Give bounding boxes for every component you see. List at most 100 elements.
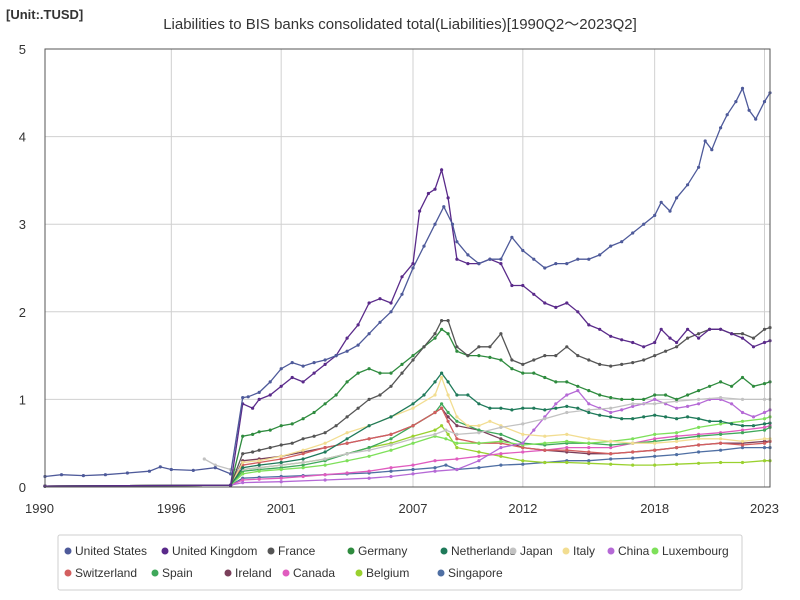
data-point [576,257,580,261]
data-point [675,340,679,345]
data-point [411,424,415,428]
data-point [246,395,250,399]
data-point [587,402,591,406]
data-point [477,431,481,435]
data-point [411,402,415,406]
data-point [653,397,657,401]
data-point [103,473,107,477]
data-point [440,168,444,172]
data-point [433,428,437,432]
data-point [659,327,663,331]
data-point [290,375,294,380]
data-point [455,457,459,461]
data-point [565,345,569,349]
data-point [521,406,525,410]
data-point [740,446,745,450]
data-point [323,457,327,461]
data-point [576,406,580,410]
data-point [499,454,503,458]
data-point [499,452,503,456]
data-point [631,404,635,408]
data-point [389,474,393,479]
legend-swatch [509,547,517,555]
data-point [554,262,558,266]
data-point [433,187,437,191]
data-point [664,415,668,419]
data-point [334,393,338,397]
data-point [754,117,758,121]
data-point [762,397,767,401]
data-point [609,364,613,368]
data-point [587,323,591,327]
data-point [367,424,371,428]
legend-label: Luxembourg [662,544,729,558]
data-point [440,319,444,323]
data-point [241,452,245,456]
data-point [367,476,371,480]
data-point [411,358,415,362]
data-point [191,468,195,472]
data-point [686,393,690,397]
data-point [609,410,613,415]
data-point [433,410,437,415]
data-point [675,397,679,401]
data-point [323,402,327,406]
data-point [653,402,657,406]
data-point [279,476,283,480]
y-tick-label: 2 [19,305,26,320]
data-point [312,410,316,415]
legend-label: Italy [573,544,595,558]
data-point [609,462,613,466]
data-point [719,380,723,384]
data-point [499,425,503,429]
data-point [367,454,371,458]
data-point [587,459,591,463]
data-point [631,402,635,406]
data-point [466,424,470,428]
data-point [686,327,690,331]
data-point [740,419,745,423]
data-point [442,205,446,209]
data-point [400,371,404,375]
data-point [697,165,701,169]
data-point [356,323,360,327]
legend-item-ireland: Ireland [224,566,272,580]
data-point [433,459,437,463]
data-point [169,467,173,472]
legend-label: Netherlands [451,544,516,558]
series-japan [202,396,772,472]
data-point [477,459,481,463]
data-point [241,481,245,485]
data-point [499,358,503,362]
data-point [446,419,450,423]
data-point [576,384,580,388]
data-point [411,266,415,270]
data-point [565,410,569,415]
data-point [697,461,701,465]
data-point [653,437,657,441]
data-point [334,424,338,428]
data-point [730,384,734,388]
data-point [762,327,767,331]
legend-item-japan: Japan [509,544,553,558]
data-point [241,396,245,400]
data-point [257,463,261,467]
data-point [477,454,481,458]
legend-swatch [437,569,445,577]
data-point [532,428,536,432]
data-point [675,439,679,443]
data-point [367,469,371,473]
data-point [455,393,459,397]
data-point [389,469,393,473]
data-point [411,441,415,445]
data-point [703,139,707,143]
data-point [477,428,481,432]
data-point [565,446,569,450]
data-point [762,340,767,345]
data-point [257,448,261,452]
grid-lines [45,49,770,487]
data-point [620,240,624,244]
legend-label: China [618,544,650,558]
legend-item-france: France [267,544,316,558]
